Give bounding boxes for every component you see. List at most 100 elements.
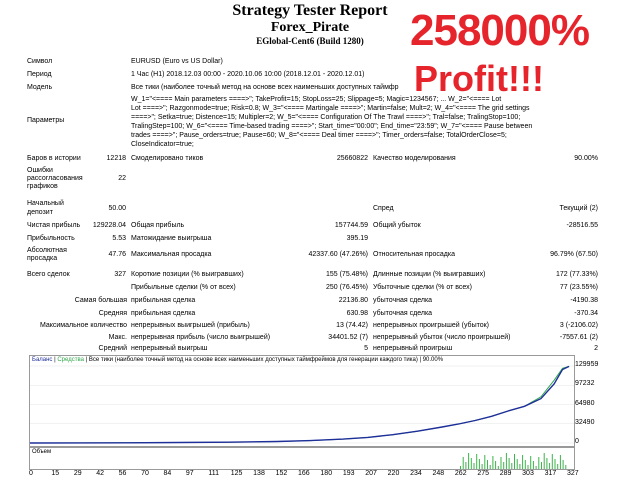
volume-bar — [535, 466, 537, 469]
balance-chart-svg — [29, 365, 574, 444]
max-consec-loss-value: -7557.61 (2) — [559, 334, 598, 341]
absdd-label-2: просадка — [27, 255, 58, 262]
x-tick-label: 0 — [29, 470, 33, 477]
x-tick-label: 84 — [163, 470, 172, 477]
x-axis: 0 15 29 42 56 70 84 97 111 125 138 152 166 180 193 207 2… — [29, 470, 579, 480]
chart-legend: Баланс | Средства | Все тики (наиболее т… — [32, 357, 444, 363]
x-tick-label: 29 — [73, 470, 82, 477]
volume-bar — [495, 461, 497, 469]
volume-bar — [476, 454, 478, 469]
x-tick-label: 234 — [410, 470, 422, 477]
short-label: Короткие позиции (% выигравших) — [131, 271, 244, 278]
errors-label-2: рассогласования — [27, 175, 83, 182]
max-consec-losses-label: непрерывных проигрышей (убыток) — [373, 322, 490, 329]
grossloss-value: -28516.55 — [566, 222, 598, 229]
model-label: Модель — [27, 84, 53, 91]
server-name: EGlobal-Cent6 (Build 1280) — [256, 36, 364, 46]
params-line-6: CloseIndicator=true; — [131, 141, 194, 148]
volume-bar — [460, 466, 461, 469]
max-consec-profit-label: непрерывная прибыль (число выигрышей) — [131, 334, 271, 341]
maxdd-value: 42337.60 (47.26%) — [308, 251, 368, 258]
avg-consec-losses-label: непрерывный проигрыш — [373, 345, 453, 352]
volume-bar — [503, 462, 505, 469]
errors-value: 22 — [118, 175, 126, 182]
absdd-label-1: Абсолютная — [27, 247, 67, 254]
volume-bar — [524, 460, 526, 469]
x-tick-label: 111 — [208, 470, 219, 477]
average-consec-label: Средний — [98, 345, 127, 352]
volume-bar — [514, 454, 515, 469]
volume-bar — [511, 463, 513, 469]
x-tick-label: 56 — [118, 470, 127, 477]
x-tick-label: 70 — [141, 470, 149, 477]
legend-text: Все тики (наиболее точный метод на основ… — [88, 357, 418, 363]
volume-bar — [473, 463, 475, 469]
deposit-value: 50.00 — [108, 205, 126, 212]
volume-bar — [489, 465, 491, 469]
balance-chart: Баланс | Средства | Все тики (наиболее т… — [29, 355, 575, 447]
pf-label: Прибыльность — [27, 235, 75, 242]
symbol-label: Символ — [27, 58, 53, 65]
volume-bar — [557, 464, 559, 469]
ticks-value: 25660822 — [336, 155, 368, 162]
average-label: Средняя — [98, 310, 127, 317]
grossloss-label: Общий убыток — [373, 222, 421, 229]
volume-bar — [532, 461, 534, 469]
x-tick-label: 248 — [432, 470, 445, 477]
maxdd-label: Максимальная просадка — [131, 251, 212, 258]
volume-bar — [541, 462, 542, 469]
promo-profit: Profit!!! — [414, 58, 544, 99]
volume-bar — [487, 460, 488, 469]
max-consec-profit-value: 34401.52 (7) — [328, 334, 368, 341]
loss-trades-value: 77 (23.55%) — [559, 284, 598, 291]
bars-label: Баров в истории — [27, 155, 81, 162]
params-line-2: Lot ====>"; Razgonmode=true; Risk=0.8; W… — [131, 105, 530, 112]
volume-bar — [508, 458, 510, 469]
deposit-label-2: депозит — [27, 209, 53, 216]
volume-bar — [481, 464, 483, 469]
x-tick-label: 180 — [320, 470, 333, 477]
x-tick-label: 152 — [275, 470, 288, 477]
params-line-1: W_1="<==== Main parameters ====>"; TakeP… — [131, 96, 502, 103]
volume-bar — [554, 459, 556, 469]
y-tick-label: 0 — [575, 438, 579, 445]
x-tick-label: 138 — [253, 470, 265, 477]
average-profit-value: 630.98 — [346, 310, 368, 317]
deposit-label-1: Начальный — [27, 200, 64, 207]
volume-bar — [565, 465, 567, 469]
x-tick-label: 317 — [544, 470, 557, 477]
volume-bar — [497, 466, 499, 469]
y-axis: 129959 97232 64980 32490 0 — [573, 355, 633, 445]
x-tick-label: 262 — [454, 470, 467, 477]
trades-value: 327 — [114, 271, 126, 278]
report-title: Strategy Tester Report — [232, 2, 388, 19]
average-profit-label: прибыльная сделка — [131, 310, 196, 317]
legend-balance: Баланс — [32, 357, 53, 363]
volume-bar — [462, 457, 464, 469]
reldd-label: Относительная просадка — [373, 251, 455, 258]
params-line-5: trades ====>"; Pause_orders=true; Pause=… — [131, 132, 507, 139]
volume-bar — [505, 453, 507, 469]
profit-trades-label: Прибыльные сделки (% от всех) — [131, 284, 236, 291]
legend-quality: 90.00% — [422, 357, 444, 363]
volume-bar — [500, 457, 502, 469]
quality-label: Качество моделирования — [373, 155, 456, 162]
volume-bar — [484, 455, 486, 469]
max-consec-wins-label: непрерывных выигрышей (прибыль) — [131, 322, 250, 329]
max-consec-losses-value: 3 (-2106.02) — [559, 322, 598, 329]
avg-consec-losses-value: 2 — [594, 345, 598, 352]
balance-line — [29, 365, 570, 444]
x-tick-label: 303 — [522, 470, 534, 477]
trades-label: Всего сделок — [27, 271, 70, 278]
x-tick-label: 125 — [230, 470, 243, 477]
x-tick-label: 220 — [387, 470, 400, 477]
volume-bar — [551, 454, 553, 469]
errors-label-3: графиков — [27, 183, 58, 190]
bars-value: 12218 — [106, 155, 126, 162]
loss-trades-label: Убыточные сделки (% от всех) — [373, 284, 472, 291]
x-tick-label: 166 — [298, 470, 310, 477]
volume-label: Объем — [32, 449, 52, 455]
x-tick-label: 207 — [365, 470, 377, 477]
long-label: Длинные позиции (% выигравших) — [373, 271, 486, 278]
params-line-4: TralingStep=100; W_6="<==== Time-based t… — [131, 123, 533, 130]
